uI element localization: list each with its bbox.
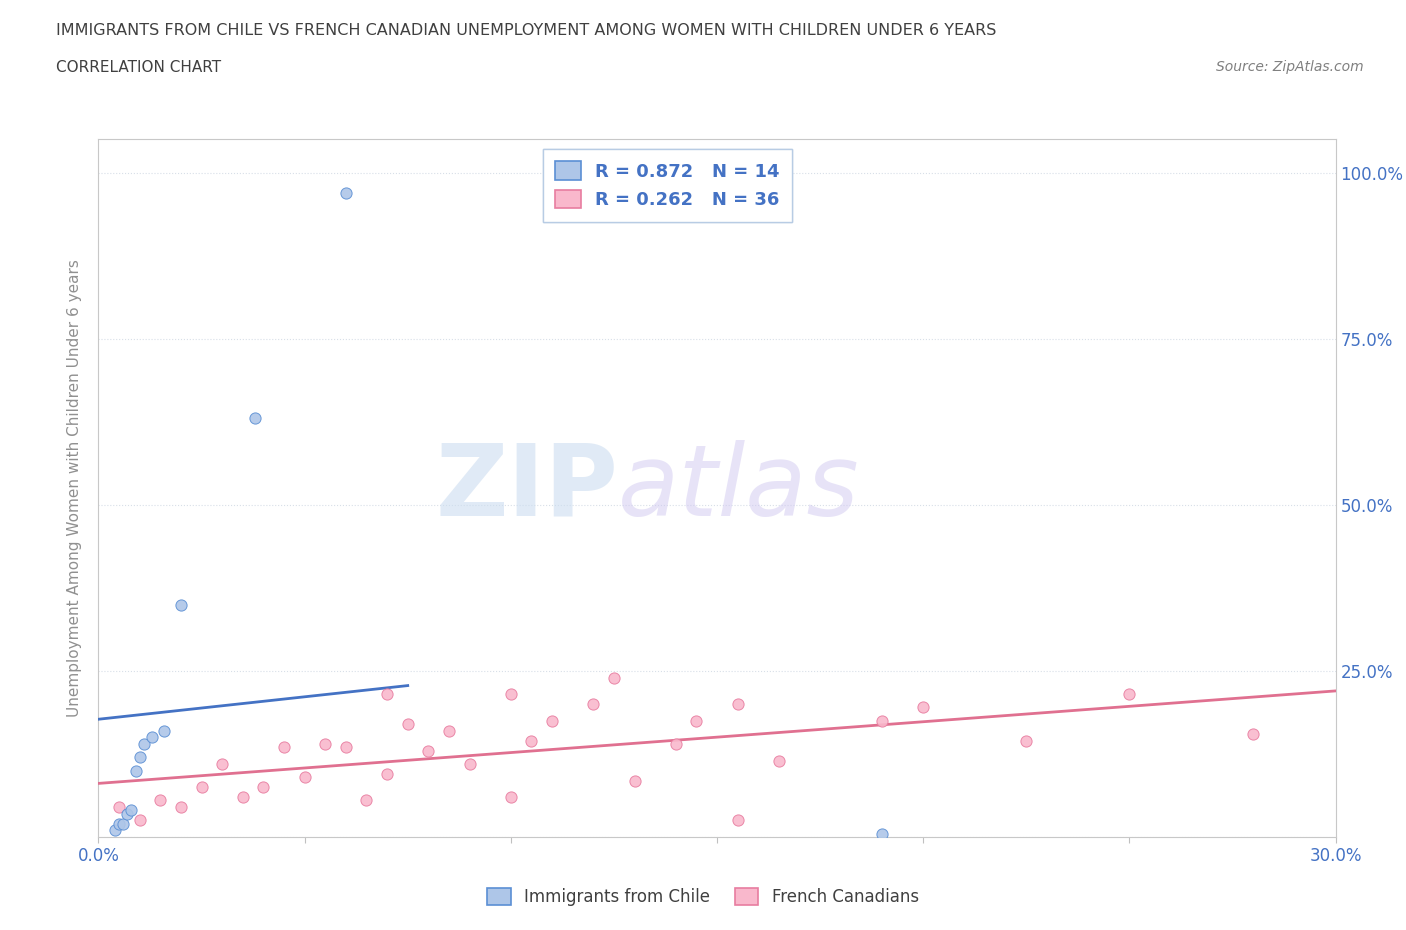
Point <box>418 743 440 758</box>
Legend: R = 0.872   N = 14, R = 0.262   N = 36: R = 0.872 N = 14, R = 0.262 N = 36 <box>543 149 793 221</box>
Point <box>104 823 127 838</box>
Point <box>623 773 645 788</box>
Point <box>603 671 626 685</box>
Point <box>335 185 357 200</box>
Text: atlas: atlas <box>619 440 859 537</box>
Point <box>149 793 172 808</box>
Point <box>132 737 155 751</box>
Point <box>243 411 266 426</box>
Point <box>912 700 935 715</box>
Point <box>141 730 163 745</box>
Text: CORRELATION CHART: CORRELATION CHART <box>56 60 221 75</box>
Point <box>128 750 150 764</box>
Point <box>437 724 460 738</box>
Point <box>665 737 688 751</box>
Point <box>335 740 357 755</box>
Text: Source: ZipAtlas.com: Source: ZipAtlas.com <box>1216 60 1364 74</box>
Point <box>153 724 176 738</box>
Point <box>458 756 481 771</box>
Point <box>294 770 316 785</box>
Point <box>541 713 564 728</box>
Point <box>727 697 749 711</box>
Point <box>499 790 522 804</box>
Point <box>108 817 131 831</box>
Point <box>232 790 254 804</box>
Point <box>1118 686 1140 701</box>
Text: IMMIGRANTS FROM CHILE VS FRENCH CANADIAN UNEMPLOYMENT AMONG WOMEN WITH CHILDREN : IMMIGRANTS FROM CHILE VS FRENCH CANADIAN… <box>56 23 997 38</box>
Point <box>356 793 378 808</box>
Point <box>375 766 398 781</box>
Point <box>870 713 893 728</box>
Point <box>520 733 543 748</box>
Point <box>375 686 398 701</box>
Point <box>108 800 131 815</box>
Point <box>499 686 522 701</box>
Point <box>124 764 146 778</box>
Point <box>120 803 142 817</box>
Point <box>170 597 193 612</box>
Text: ZIP: ZIP <box>436 440 619 537</box>
Point <box>170 800 193 815</box>
Point <box>117 806 139 821</box>
Point <box>1015 733 1038 748</box>
Point <box>727 813 749 828</box>
Point <box>685 713 707 728</box>
Point <box>252 779 274 794</box>
Point <box>112 817 135 831</box>
Legend: Immigrants from Chile, French Canadians: Immigrants from Chile, French Canadians <box>481 881 925 912</box>
Point <box>396 717 419 732</box>
Point <box>190 779 212 794</box>
Point <box>128 813 150 828</box>
Point <box>1241 726 1264 741</box>
Point <box>870 826 893 841</box>
Point <box>768 753 790 768</box>
Point <box>211 756 233 771</box>
Point <box>314 737 336 751</box>
Y-axis label: Unemployment Among Women with Children Under 6 years: Unemployment Among Women with Children U… <box>67 259 83 717</box>
Point <box>582 697 605 711</box>
Point <box>273 740 295 755</box>
